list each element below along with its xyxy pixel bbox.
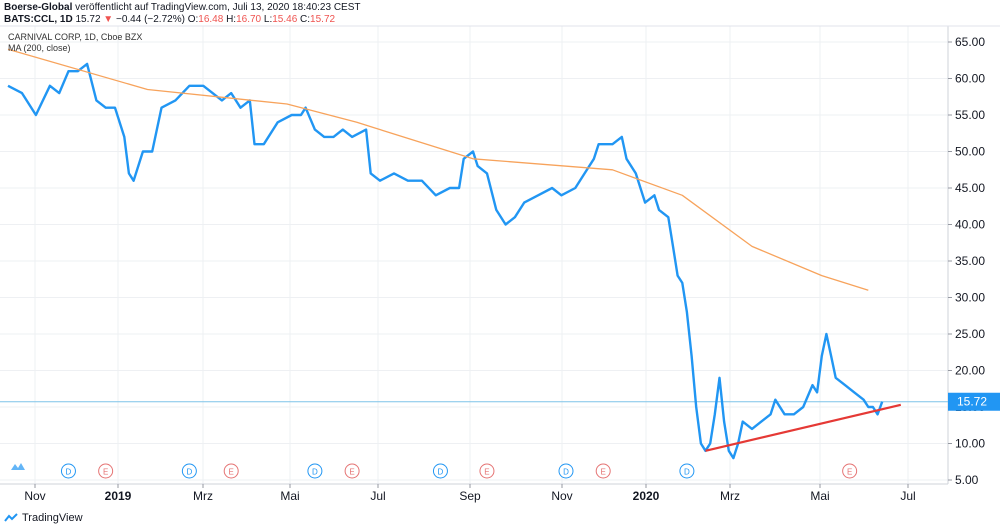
price-change: −0.44 (−2.72%) — [115, 14, 185, 25]
quote-line: BATS:CCL, 1D 15.72 ▼ −0.44 (−2.72%) O:16… — [4, 14, 335, 25]
open-value: 16.48 — [198, 14, 224, 25]
y-tick-label: 5.00 — [955, 473, 979, 487]
x-tick-label: Jul — [900, 489, 915, 503]
footer-brand-label: TradingView — [22, 512, 83, 524]
last-price-tag — [948, 392, 1000, 411]
x-tick-label: Jul — [370, 489, 385, 503]
earnings-marker — [344, 463, 360, 479]
dividend-marker — [181, 463, 197, 479]
dividend-marker — [679, 463, 695, 479]
ma-legend: MA (200, close) — [8, 43, 71, 53]
chart-axes: 65.00 60.00 55.00 50.00 45.00 40.00 35.00 30.00… — [0, 25, 1000, 503]
price-series-line — [7, 62, 884, 460]
event-marker-label: E — [349, 468, 354, 477]
high-value: 16.70 — [236, 14, 262, 25]
last-price: 15.72 — [75, 14, 101, 25]
publish-line: Boerse-Global veröffentlicht auf Trading… — [4, 2, 361, 13]
last-price-label: 15.72 — [957, 395, 987, 409]
y-tick-label: 30.00 — [955, 291, 985, 305]
y-tick-label: 25.00 — [955, 327, 985, 341]
close-value: 15.72 — [310, 14, 336, 25]
event-marker-label: D — [66, 468, 72, 477]
event-marker-label: D — [186, 468, 192, 477]
x-tick-label: Mrz — [193, 489, 213, 503]
x-tick-label: Nov — [24, 489, 45, 503]
dividend-marker — [307, 463, 323, 479]
event-marker-label: D — [438, 468, 444, 477]
down-arrow-icon: ▼ — [103, 14, 114, 25]
y-tick-label: 40.00 — [955, 218, 985, 232]
x-tick-label: Sep — [459, 489, 481, 503]
earnings-marker — [98, 463, 114, 479]
instrument-legend: CARNIVAL CORP, 1D, Cboe BZX — [8, 32, 143, 42]
tradingview-logo-icon — [4, 513, 18, 522]
x-tick-label: Mai — [810, 489, 829, 503]
high-label: H: — [226, 14, 237, 25]
event-marker-label: E — [229, 468, 234, 477]
dividend-marker — [432, 463, 448, 479]
y-tick-label: 45.00 — [955, 181, 985, 195]
symbol: BATS:CCL, 1D — [4, 14, 73, 25]
ma200-series-line — [7, 48, 869, 291]
chart-grid — [0, 26, 948, 484]
y-tick-label: 20.00 — [955, 364, 985, 378]
close-label: C: — [300, 14, 311, 25]
event-marker-label: D — [563, 468, 569, 477]
earnings-marker — [223, 463, 239, 479]
low-label: L: — [263, 14, 273, 25]
open-label: O: — [187, 14, 199, 25]
y-tick-label: 55.00 — [955, 108, 985, 122]
chart-settings-icon — [11, 463, 25, 470]
x-tick-label: Mai — [280, 489, 299, 503]
event-marker-label: D — [684, 468, 690, 477]
x-tick-label: Mrz — [720, 489, 740, 503]
y-tick-label: 60.00 — [955, 72, 985, 86]
event-marker-label: E — [484, 468, 489, 477]
x-tick-label: Nov — [551, 489, 572, 503]
x-tick-label: 2019 — [105, 489, 132, 503]
dividend-marker — [60, 463, 76, 479]
earnings-marker — [595, 463, 611, 479]
dividend-marker — [558, 463, 574, 479]
event-marker-label: E — [847, 468, 852, 477]
earnings-marker — [479, 463, 495, 479]
publish-info: veröffentlicht auf TradingView.com, Juli… — [75, 2, 361, 13]
low-value: 15.46 — [272, 14, 298, 25]
event-marker-label: D — [312, 468, 318, 477]
event-marker-label: E — [601, 468, 606, 477]
y-tick-label: 35.00 — [955, 254, 985, 268]
footer-brand[interactable]: TradingView — [4, 512, 83, 524]
x-tick-label: 2020 — [633, 489, 660, 503]
chart-settings-shape — [11, 463, 25, 470]
author-name: Boerse-Global — [4, 2, 73, 13]
event-marker-label: E — [103, 468, 108, 477]
earnings-marker — [842, 463, 858, 479]
trend-line — [705, 403, 902, 452]
y-tick-label: 10.00 — [955, 437, 985, 451]
y-tick-label: 65.00 — [955, 35, 985, 49]
chart-lines — [0, 48, 948, 460]
y-tick-label: 50.00 — [955, 145, 985, 159]
